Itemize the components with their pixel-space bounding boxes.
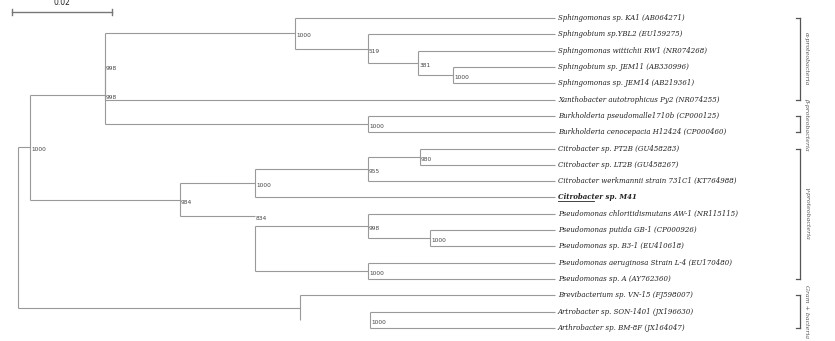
Text: 0.02: 0.02	[53, 0, 70, 7]
Text: 1000: 1000	[369, 124, 384, 129]
Text: 519: 519	[369, 48, 380, 54]
Text: 1000: 1000	[256, 183, 271, 188]
Text: 998: 998	[106, 66, 117, 71]
Text: Sphingobium sp.YBL2 (EU159275): Sphingobium sp.YBL2 (EU159275)	[558, 30, 682, 38]
Text: Citrobacter sp. LT2B (GU458267): Citrobacter sp. LT2B (GU458267)	[558, 161, 678, 169]
Text: 1000: 1000	[31, 147, 46, 152]
Text: 980: 980	[421, 157, 433, 162]
Text: 998: 998	[106, 95, 117, 100]
Text: Arthrobacter sp. BM-8F (JX164047): Arthrobacter sp. BM-8F (JX164047)	[558, 324, 686, 332]
Text: 984: 984	[181, 199, 192, 205]
Text: Citrobacter werkmannii strain 731C1 (KT764988): Citrobacter werkmannii strain 731C1 (KT7…	[558, 177, 736, 185]
Text: 955: 955	[369, 169, 380, 174]
Text: Gram + bacteria: Gram + bacteria	[804, 285, 809, 338]
Text: Sphingomonas wittichii RW1 (NR074268): Sphingomonas wittichii RW1 (NR074268)	[558, 47, 707, 55]
Text: 1000: 1000	[454, 75, 469, 80]
Text: γ-proteobacteria: γ-proteobacteria	[804, 187, 809, 240]
Text: Artrobacter sp. SON-1401 (JX196630): Artrobacter sp. SON-1401 (JX196630)	[558, 308, 694, 316]
Text: Pseudomonas sp. A (AY762360): Pseudomonas sp. A (AY762360)	[558, 275, 671, 283]
Text: Sphingobium sp. JEM11 (AB330996): Sphingobium sp. JEM11 (AB330996)	[558, 63, 689, 71]
Text: Pseudomonas chloritidismutans AW-1 (NR115115): Pseudomonas chloritidismutans AW-1 (NR11…	[558, 210, 738, 218]
Text: Burkholderia cenocepacia H12424 (CP000460): Burkholderia cenocepacia H12424 (CP00046…	[558, 128, 726, 136]
Text: Citrobacter sp. PT2B (GU458283): Citrobacter sp. PT2B (GU458283)	[558, 145, 679, 152]
Text: Burkholderia pseudomalle1710b (CP000125): Burkholderia pseudomalle1710b (CP000125)	[558, 112, 719, 120]
Text: Pseudomonas aeruginosa Strain L-4 (EU170480): Pseudomonas aeruginosa Strain L-4 (EU170…	[558, 259, 732, 267]
Text: Pseudomonas putida GB-1 (CP000926): Pseudomonas putida GB-1 (CP000926)	[558, 226, 696, 234]
Text: Brevibacterium sp. VN-15 (FJ598007): Brevibacterium sp. VN-15 (FJ598007)	[558, 291, 693, 299]
Text: α-proteobacteria: α-proteobacteria	[804, 32, 809, 86]
Text: 1000: 1000	[431, 238, 446, 243]
Text: 998: 998	[369, 226, 380, 231]
Text: Sphingomonas sp. KA1 (AB064271): Sphingomonas sp. KA1 (AB064271)	[558, 14, 685, 22]
Text: β-proteobacteria: β-proteobacteria	[804, 98, 809, 150]
Text: Sphingomonas sp. JEM14 (AB219361): Sphingomonas sp. JEM14 (AB219361)	[558, 79, 694, 87]
Text: Citrobacter sp. M41: Citrobacter sp. M41	[558, 193, 637, 202]
Text: 381: 381	[419, 63, 430, 68]
Text: 1000: 1000	[371, 320, 386, 325]
Text: 834: 834	[256, 216, 267, 221]
Text: Xanthobacter autotrophicus Py2 (NR074255): Xanthobacter autotrophicus Py2 (NR074255…	[558, 95, 720, 104]
Text: Pseudomonas sp. B3-1 (EU410618): Pseudomonas sp. B3-1 (EU410618)	[558, 242, 684, 250]
Text: 1000: 1000	[369, 271, 384, 276]
Text: 1000: 1000	[296, 33, 311, 38]
